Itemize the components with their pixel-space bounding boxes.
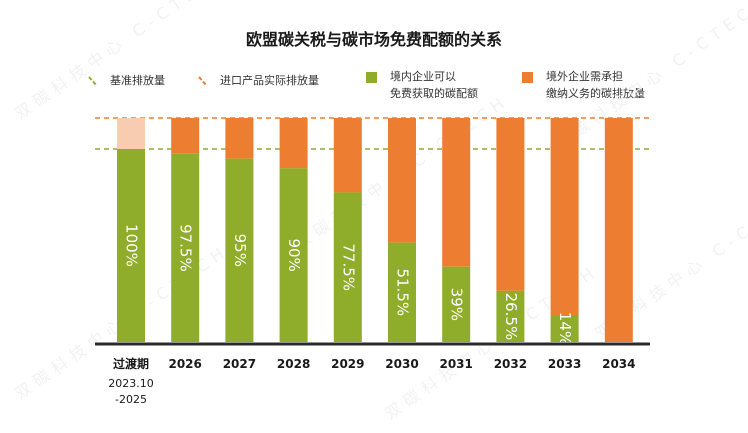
bar-orange	[496, 118, 525, 291]
legend-swatch-green	[366, 72, 377, 83]
bar-value-label: 77.5%	[339, 243, 357, 291]
bar-orange	[279, 118, 308, 169]
x-tick-label: 2027	[223, 357, 256, 371]
x-tick-label: 2029	[331, 357, 364, 371]
bar-transition-upper	[117, 118, 145, 149]
x-tick-label: 2030	[385, 357, 418, 371]
x-axis-labels: 过渡期 2026 2027 2028 2029 2030 2031 2032 2033 2034 2…	[108, 356, 635, 406]
x-tick-label: 过渡期	[113, 356, 149, 371]
bar-value-label: 97.5%	[177, 224, 195, 272]
bar-orange	[442, 118, 471, 267]
legend-item-actual-emissions: 进口产品实际排放量	[196, 72, 356, 92]
bar-orange	[388, 118, 416, 243]
bar-orange	[604, 118, 633, 342]
bar-green	[496, 290, 525, 342]
watermark-text: 双碳科技中心 C-CTECH	[551, 0, 748, 153]
bar-orange	[225, 118, 254, 159]
x-tick-sublabel: 2023.10	[108, 377, 154, 390]
x-tick-label: 2026	[168, 357, 201, 371]
bar-green	[171, 153, 200, 342]
bar-value-label: 90%	[285, 238, 303, 271]
legend-item-baseline: 基准排放量	[86, 72, 206, 92]
legend-label-import-obligation: 境外企业需承担 缴纳义务的碳排放量	[546, 70, 645, 100]
x-tick-sublabel: -2025	[115, 393, 147, 406]
bar-orange	[171, 118, 200, 154]
legend-label-free-allowance: 境内企业可以 免费获取的碳配额	[390, 70, 478, 100]
bar-value-label: 100%	[123, 224, 141, 267]
legend-item-import-obligation: 境外企业需承担 缴纳义务的碳排放量	[522, 68, 692, 104]
bar-value-label: 14%	[556, 312, 574, 345]
bar-value-label: 26.5%	[502, 293, 520, 341]
bar-green	[279, 168, 308, 342]
bar-green	[225, 158, 254, 342]
x-tick-label: 2033	[548, 357, 581, 371]
bar-green	[117, 149, 145, 342]
bar-value-label: 95%	[231, 234, 249, 267]
legend-dash-green-icon	[88, 76, 98, 87]
chart-title: 欧盟碳关税与碳市场免费配额的关系	[245, 30, 502, 49]
watermark-text: 双碳科技中心 C-CTECH	[11, 0, 232, 123]
legend-label-actual-emissions: 进口产品实际排放量	[220, 74, 319, 87]
legend-swatch-orange	[522, 72, 533, 83]
legend-dash-orange-icon	[198, 76, 208, 87]
x-tick-label: 2031	[439, 357, 472, 371]
x-tick-label: 2034	[602, 357, 635, 371]
x-tick-label: 2032	[494, 357, 527, 371]
bar-green	[550, 314, 579, 342]
legend-item-free-allowance: 境内企业可以 免费获取的碳配额	[366, 68, 506, 104]
x-tick-label: 2028	[277, 357, 310, 371]
bar-green	[333, 192, 362, 342]
bar-value-label: 39%	[448, 288, 466, 321]
bar-orange	[333, 118, 362, 193]
legend-label-baseline: 基准排放量	[110, 74, 165, 87]
bar-orange	[550, 118, 579, 315]
bar-green	[388, 242, 416, 342]
bar-green	[442, 266, 471, 342]
bar-value-label: 51.5%	[394, 268, 412, 316]
bars: 100% 97.5% 95% 90% 77.5% 51.5% 39% 26.5% 14%	[117, 118, 633, 345]
